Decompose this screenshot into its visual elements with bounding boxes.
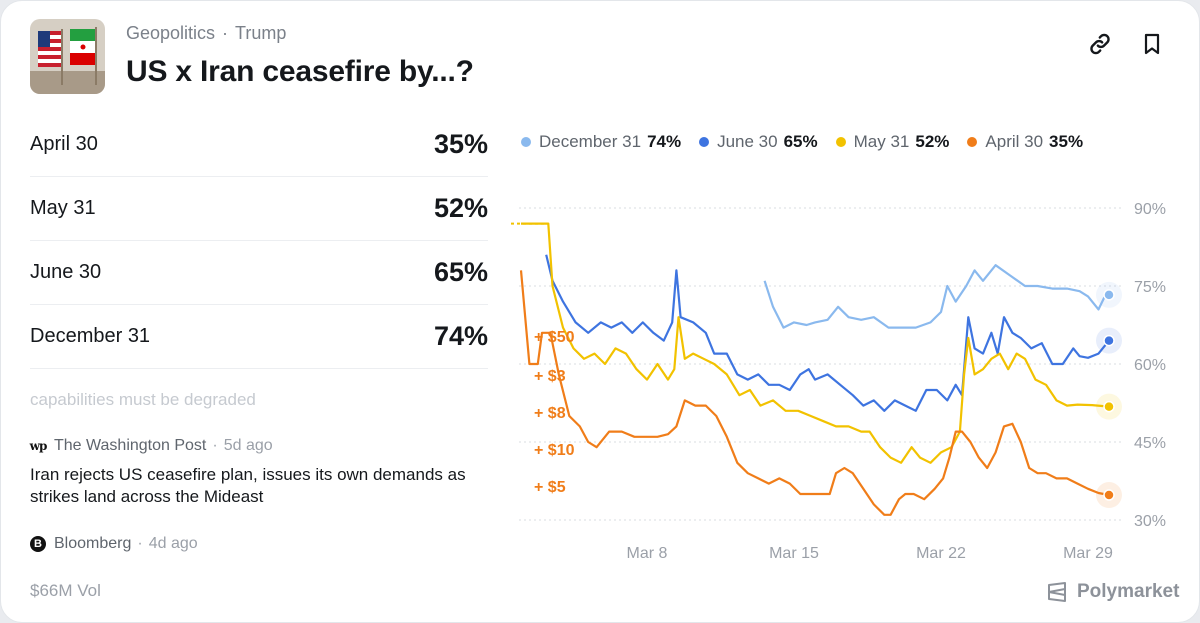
series-line-may31: [521, 222, 1110, 464]
y-tick-label: 30%: [1134, 513, 1166, 530]
legend-dot: [521, 137, 531, 147]
legend-item-december-31[interactable]: December 31 74%: [521, 132, 681, 152]
outcome-list: April 30 35% May 31 52% June 30 65% Dece…: [30, 113, 488, 369]
x-tick-label: Mar 29: [1063, 545, 1113, 562]
legend-value: 65%: [783, 132, 818, 151]
series-end-point: [1103, 400, 1115, 413]
x-tick-label: Mar 22: [916, 545, 966, 562]
category-link[interactable]: Geopolitics: [126, 23, 216, 43]
series-line-jun30: [545, 254, 1110, 412]
legend-name: December 31: [539, 132, 642, 151]
news-meta-separator: ·: [212, 437, 218, 454]
trade-activity-label: + $10: [534, 442, 575, 459]
y-tick-label: 75%: [1134, 279, 1166, 296]
trade-activity-label: + $8: [534, 405, 566, 422]
breadcrumb-separator: ·: [222, 23, 229, 43]
news-time: 5d ago: [223, 437, 273, 454]
brand-name: Polymarket: [1077, 581, 1180, 602]
y-tick-label: 45%: [1134, 435, 1166, 452]
trade-activity-label: + $50: [534, 329, 575, 346]
bloomberg-icon: B: [30, 536, 46, 552]
market-title[interactable]: US x Iran ceasefire by...?: [126, 55, 474, 88]
outcome-label: May 31: [30, 197, 96, 219]
outcome-probability: 65%: [433, 257, 488, 287]
outcome-probability: 74%: [433, 321, 488, 351]
series-line-dec31: [763, 264, 1110, 329]
legend-value: 74%: [647, 132, 682, 151]
outcome-row-may-31[interactable]: May 31 52%: [30, 177, 488, 241]
legend-item-april-30[interactable]: April 30 35%: [967, 132, 1083, 152]
legend-item-june-30[interactable]: June 30 65%: [699, 132, 818, 152]
x-tick-label: Mar 15: [769, 545, 819, 562]
news-faded-headline: capabilities must be degraded: [30, 390, 256, 409]
legend-name: April 30: [985, 132, 1044, 151]
news-item[interactable]: B Bloomberg · 4d ago: [30, 535, 490, 553]
bookmark-button[interactable]: [1137, 29, 1167, 59]
link-icon: [1090, 33, 1110, 55]
legend-value: 35%: [1049, 132, 1084, 151]
outcome-probability: 35%: [433, 129, 488, 159]
outcome-row-april-30[interactable]: April 30 35%: [30, 113, 488, 177]
trade-activity-label: + $5: [534, 479, 566, 496]
bookmark-icon: [1144, 33, 1160, 55]
washington-post-icon: wp: [29, 439, 48, 453]
polymarket-icon: [1048, 582, 1066, 602]
legend-item-may-31[interactable]: May 31 52%: [835, 132, 950, 152]
outcome-row-june-30[interactable]: June 30 65%: [30, 241, 488, 305]
polymarket-logo[interactable]: Polymarket: [1046, 581, 1179, 603]
series-end-point: [1103, 334, 1115, 347]
news-source: Bloomberg: [54, 535, 132, 552]
y-tick-label: 90%: [1134, 201, 1166, 218]
outcome-row-december-31[interactable]: December 31 74%: [30, 305, 488, 369]
breadcrumb: Geopolitics · Trump: [126, 23, 286, 44]
legend-value: 52%: [915, 132, 950, 151]
news-meta-separator: ·: [137, 535, 143, 552]
volume-label: $66M Vol: [30, 581, 101, 600]
trade-activity-label: + $3: [534, 368, 566, 385]
legend-dot: [699, 137, 710, 147]
outcome-label: April 30: [30, 133, 98, 155]
legend-name: June 30: [717, 132, 778, 151]
tag-link[interactable]: Trump: [235, 23, 287, 43]
series-line-apr30: [519, 270, 1110, 516]
legend-dot: [835, 137, 846, 147]
x-tick-label: Mar 8: [627, 545, 668, 562]
news-headline[interactable]: Iran rejects US ceasefire plan, issues i…: [30, 465, 466, 506]
y-tick-label: 60%: [1134, 357, 1166, 374]
price-history-chart[interactable]: 90% 75% 60% 45% 30% Mar 8 Mar 15 Mar 22 Mar 29 + …: [501, 186, 1181, 571]
news-item[interactable]: wp The Washington Post · 5d ago Iran rej…: [30, 437, 490, 508]
news-source: The Washington Post: [54, 437, 207, 454]
series-end-point: [1103, 489, 1115, 501]
series-end-point: [1103, 289, 1115, 301]
copy-link-button[interactable]: [1085, 29, 1115, 59]
legend-dot: [967, 137, 978, 147]
news-time: 4d ago: [148, 535, 198, 552]
outcome-probability: 52%: [433, 193, 488, 223]
outcome-label: December 31: [30, 325, 151, 347]
outcome-label: June 30: [30, 261, 102, 283]
legend-name: May 31: [853, 132, 910, 151]
market-thumbnail: [30, 19, 105, 94]
chart-legend: December 31 74% June 30 65% May 31 52% A…: [521, 132, 1101, 152]
